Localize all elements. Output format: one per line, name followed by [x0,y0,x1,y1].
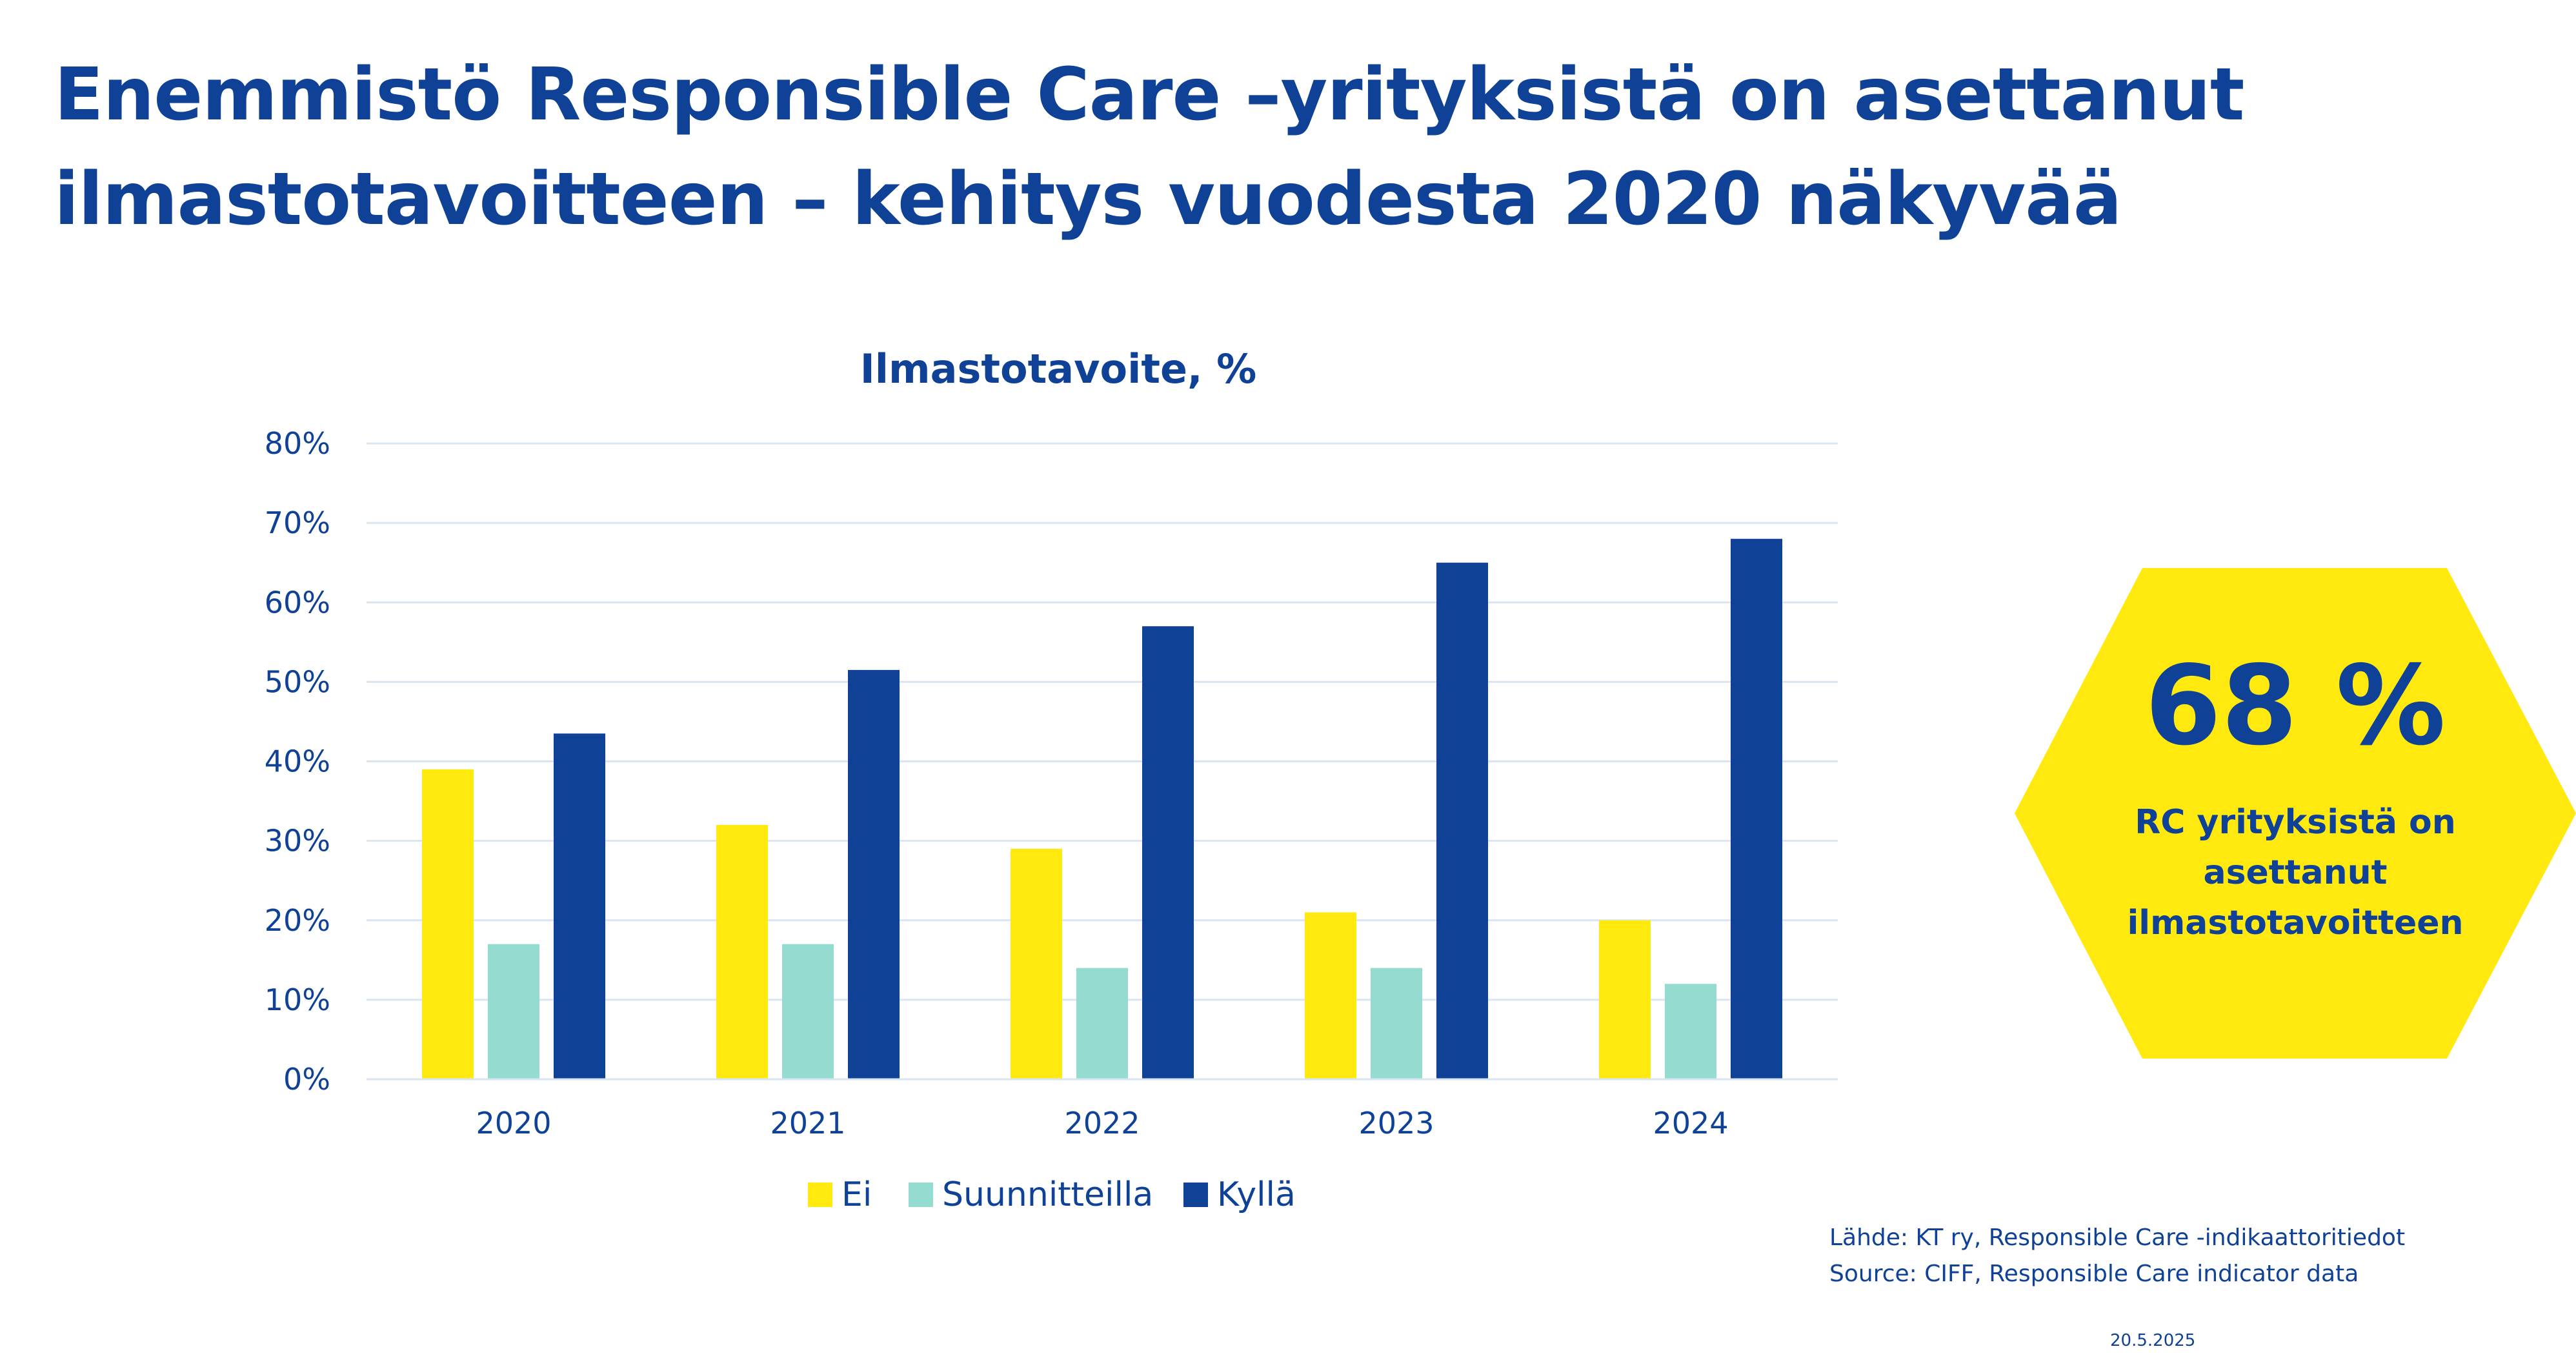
legend-swatch-kyll- [1183,1183,1208,1207]
bar-chart: Ilmastotavoite, % 0% 10% 20% 30% 40% 50% 60% 70… [265,345,1838,1214]
chart-legend: Ei Suunnitteilla Kyllä [808,1175,1296,1214]
bar-ei-2024 [1599,920,1651,1079]
bar-suunnitteilla-2023 [1371,968,1422,1079]
legend-label-ei: Ei [841,1175,872,1214]
bar-suunnitteilla-2021 [782,944,834,1079]
y-tick-label-50: 50% [265,664,330,699]
y-tick-label-30: 30% [265,824,330,858]
bar-kyll--2024 [1731,538,1782,1079]
y-tick-label-20: 20% [265,903,330,938]
slide-title: Enemmistö Responsible Care –yrityksistä … [54,43,2442,252]
bar-suunnitteilla-2020 [488,944,539,1079]
bar-ei-2021 [716,825,768,1079]
chart-title: Ilmastotavoite, % [860,345,1257,392]
highlight-text-line-1: RC yrityksistä on [2135,803,2456,842]
legend-swatch-ei [808,1183,832,1207]
y-tick-label-40: 40% [265,744,330,779]
y-tick-label-10: 10% [265,982,330,1017]
y-axis-tick-labels: 0% 10% 20% 30% 40% 50% 60% 70% 80% [265,426,330,1097]
chart-grid [367,442,1838,1081]
bar-kyll--2022 [1142,626,1194,1079]
source-line-2: Source: CIFF, Responsible Care indicator… [1829,1261,2359,1287]
slide-date: 20.5.2025 [2110,1331,2196,1350]
source-note: Lähde: KT ry, Responsible Care -indikaat… [1829,1220,2405,1292]
legend-label-suunnitteilla: Suunnitteilla [942,1175,1153,1214]
bar-kyll--2023 [1436,562,1488,1079]
x-tick-label-2024: 2024 [1653,1106,1728,1141]
x-tick-label-2023: 2023 [1358,1106,1434,1141]
x-tick-label-2021: 2021 [770,1106,845,1141]
legend-label-kyll-: Kyllä [1217,1175,1296,1214]
y-tick-label-0: 0% [283,1062,330,1097]
source-line-1: Lähde: KT ry, Responsible Care -indikaat… [1829,1224,2406,1251]
bar-ei-2020 [422,769,474,1079]
bar-suunnitteilla-2022 [1076,968,1128,1079]
bar-suunnitteilla-2024 [1665,984,1716,1079]
bar-ei-2023 [1305,912,1356,1079]
slide-title-line-2: ilmastotavoitteen – kehitys vuodesta 202… [54,157,2122,241]
hexagon-shape [2015,568,2576,1059]
bar-kyll--2020 [554,733,605,1079]
y-tick-label-70: 70% [265,505,330,540]
x-tick-label-2020: 2020 [476,1106,551,1141]
legend-swatch-suunnitteilla [909,1183,933,1207]
x-tick-label-2022: 2022 [1064,1106,1140,1141]
bar-ei-2022 [1011,848,1062,1079]
highlight-text-line-3: ilmastotavoitteen [2127,904,2464,942]
highlight-text: RC yrityksistä on asettanut ilmastotavoi… [2118,797,2473,948]
slide-title-line-1: Enemmistö Responsible Care –yrityksistä … [54,53,2244,137]
bar-kyll--2021 [848,669,900,1079]
x-axis-tick-labels: 2020 2021 2022 2023 2024 [476,1106,1728,1141]
y-tick-label-60: 60% [265,585,330,620]
chart-bars [367,538,1838,1081]
highlight-hexagon: 68 % RC yrityksistä on asettanut ilmasto… [2015,568,2576,1059]
y-tick-label-80: 80% [265,426,330,461]
highlight-value: 68 % [2144,642,2446,770]
highlight-text-line-2: asettanut [2203,853,2388,892]
